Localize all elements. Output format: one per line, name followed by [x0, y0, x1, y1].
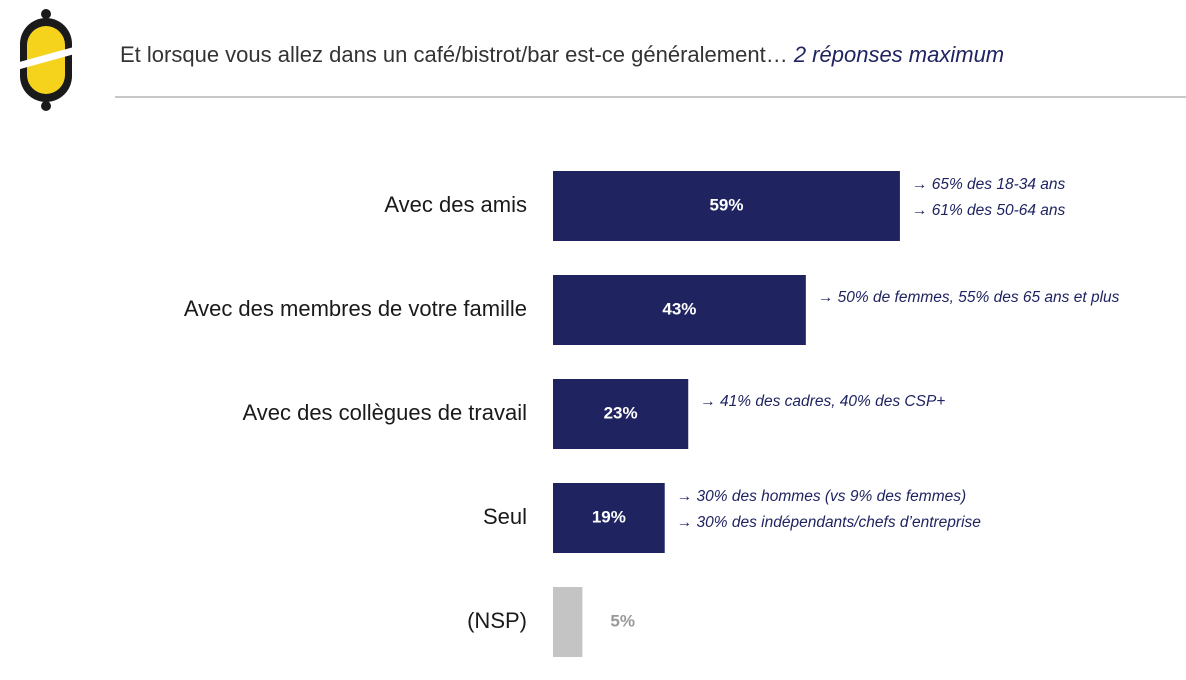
- bar: [553, 275, 806, 345]
- annotation: → 50% de femmes, 55% des 65 ans et plus: [818, 289, 1120, 306]
- value-label: 5%: [610, 611, 635, 630]
- value-label: 43%: [662, 299, 696, 318]
- value-label: 23%: [604, 403, 638, 422]
- category-label: Avec des amis: [384, 192, 527, 217]
- bar: [553, 379, 689, 449]
- value-label: 19%: [592, 507, 626, 526]
- annotation: → 41% des cadres, 40% des CSP+: [700, 393, 945, 410]
- category-label: Seul: [483, 504, 527, 529]
- value-label: 59%: [709, 195, 743, 214]
- category-label: Avec des collègues de travail: [242, 400, 527, 425]
- subtitle: 2 réponses maximum: [793, 42, 1004, 67]
- logo: [17, 9, 77, 111]
- chart-title: Et lorsque vous allez dans un café/bistr…: [120, 42, 1004, 67]
- annotation: → 61% des 50-64 ans: [912, 202, 1066, 219]
- bar: [553, 171, 900, 241]
- title: Et lorsque vous allez dans un café/bistr…: [120, 42, 788, 67]
- annotation: → 30% des indépendants/chefs d’entrepris…: [677, 514, 982, 531]
- bar: [553, 483, 665, 553]
- category-label: Avec des membres de votre famille: [184, 296, 527, 321]
- annotation: → 65% des 18-34 ans: [912, 176, 1066, 193]
- annotation: → 30% des hommes (vs 9% des femmes): [677, 488, 966, 505]
- category-label: (NSP): [467, 608, 527, 633]
- bar: [553, 587, 583, 657]
